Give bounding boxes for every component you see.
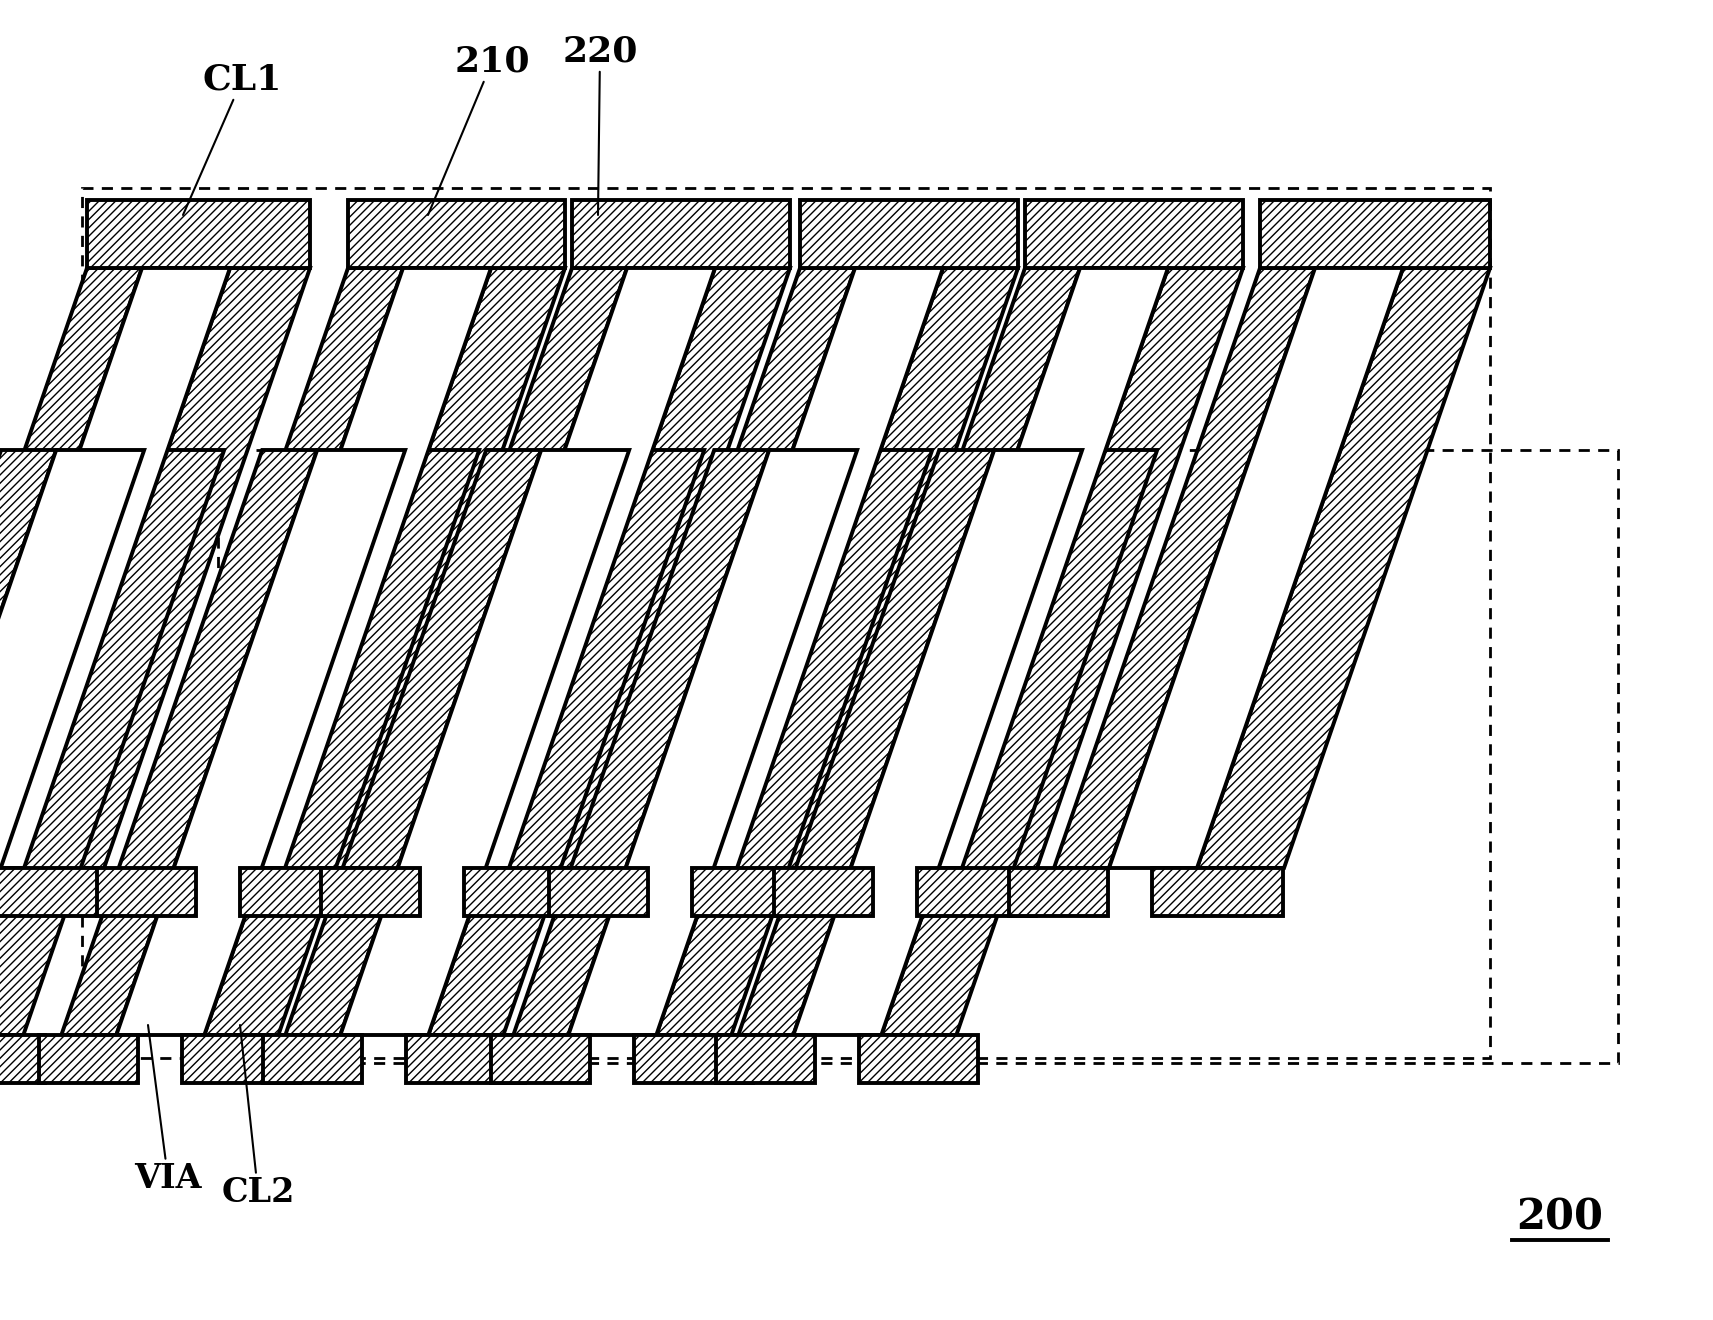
Polygon shape	[428, 450, 704, 1035]
Polygon shape	[87, 201, 310, 268]
Polygon shape	[716, 1035, 815, 1082]
Text: VIA: VIA	[134, 1026, 202, 1195]
Polygon shape	[320, 869, 420, 916]
Polygon shape	[1053, 268, 1316, 869]
Polygon shape	[1197, 268, 1490, 869]
Bar	[218, 450, 1619, 1063]
Polygon shape	[916, 869, 1036, 916]
Polygon shape	[509, 268, 790, 869]
Polygon shape	[182, 1035, 300, 1082]
Polygon shape	[800, 201, 1018, 268]
Polygon shape	[116, 450, 406, 1035]
Polygon shape	[1261, 201, 1490, 268]
Polygon shape	[341, 450, 629, 1035]
Polygon shape	[874, 268, 1168, 869]
Polygon shape	[649, 268, 942, 869]
Polygon shape	[406, 1035, 526, 1082]
Polygon shape	[738, 450, 994, 1035]
Text: 210: 210	[428, 45, 529, 215]
Polygon shape	[963, 268, 1244, 869]
Text: CL2: CL2	[221, 1026, 295, 1209]
Polygon shape	[0, 450, 144, 1035]
Polygon shape	[819, 268, 1079, 869]
Polygon shape	[96, 869, 195, 916]
Polygon shape	[0, 1035, 45, 1082]
Polygon shape	[1108, 268, 1403, 869]
Polygon shape	[793, 450, 1083, 1035]
Polygon shape	[860, 1035, 978, 1082]
Polygon shape	[1009, 869, 1108, 916]
Text: 200: 200	[1516, 1197, 1603, 1239]
Polygon shape	[0, 268, 230, 869]
Polygon shape	[204, 450, 480, 1035]
Polygon shape	[142, 268, 403, 869]
Polygon shape	[548, 869, 648, 916]
Polygon shape	[656, 450, 932, 1035]
Polygon shape	[0, 450, 57, 1035]
Polygon shape	[464, 869, 582, 916]
Polygon shape	[692, 869, 810, 916]
Polygon shape	[594, 268, 855, 869]
Text: 220: 220	[562, 36, 637, 215]
Polygon shape	[264, 1035, 363, 1082]
Polygon shape	[569, 450, 856, 1035]
Polygon shape	[572, 201, 790, 268]
Text: CL1: CL1	[183, 63, 281, 215]
Polygon shape	[634, 1035, 754, 1082]
Polygon shape	[421, 268, 714, 869]
Bar	[82, 187, 1490, 1059]
Polygon shape	[286, 450, 541, 1035]
Polygon shape	[62, 450, 317, 1035]
Polygon shape	[24, 268, 310, 869]
Polygon shape	[240, 869, 358, 916]
Bar	[82, 187, 1490, 1059]
Polygon shape	[348, 201, 565, 268]
Polygon shape	[1024, 201, 1244, 268]
Polygon shape	[492, 1035, 591, 1082]
Polygon shape	[737, 268, 1018, 869]
Polygon shape	[882, 450, 1158, 1035]
Polygon shape	[39, 1035, 139, 1082]
Polygon shape	[514, 450, 769, 1035]
Polygon shape	[774, 869, 872, 916]
Polygon shape	[1151, 869, 1283, 916]
Polygon shape	[0, 268, 142, 869]
Polygon shape	[284, 268, 565, 869]
Polygon shape	[0, 869, 103, 916]
Polygon shape	[197, 268, 492, 869]
Polygon shape	[367, 268, 627, 869]
Polygon shape	[0, 450, 224, 1035]
